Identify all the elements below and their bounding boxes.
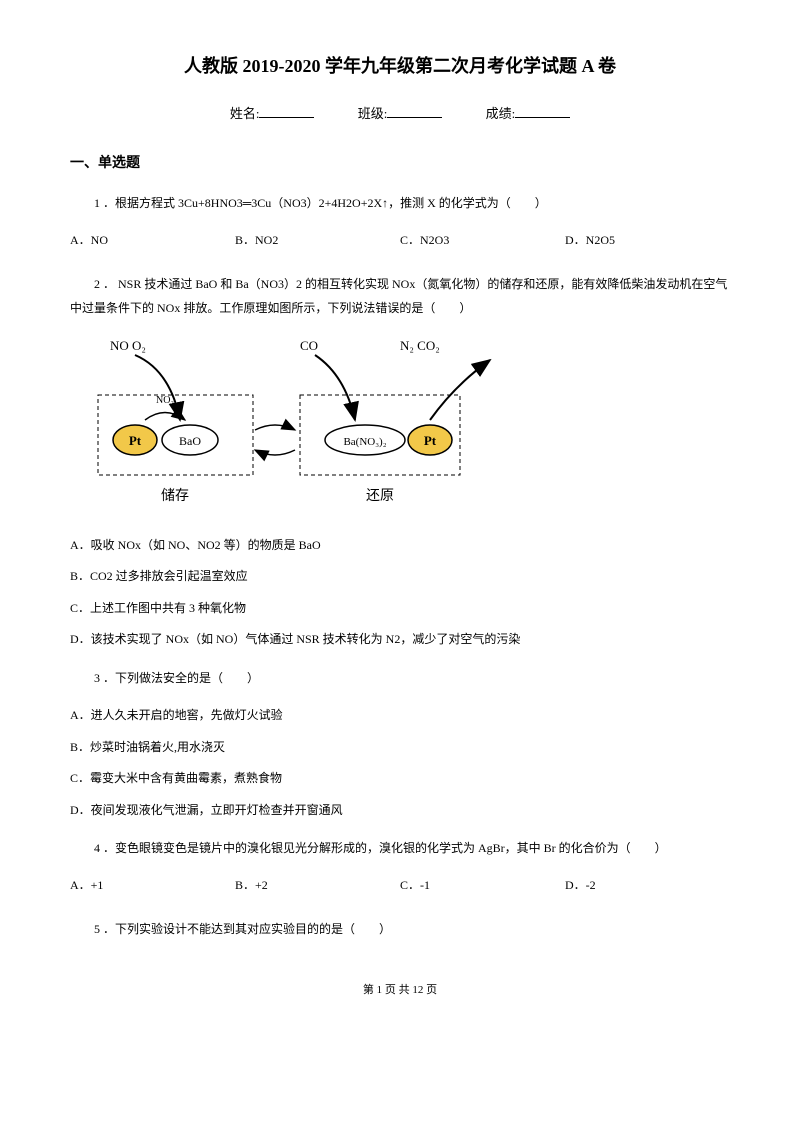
- label-bano3: Ba(NO₃)₂: [343, 436, 386, 448]
- label-bao: BaO: [179, 434, 201, 448]
- q2-opt-d: D．该技术实现了 NOx（如 NO）气体通过 NSR 技术转化为 N2，减少了对…: [70, 629, 730, 651]
- label-no-o2: NO O₂: [110, 338, 146, 353]
- name-blank: [259, 117, 314, 118]
- q4-opt-b: B．+2: [235, 875, 400, 897]
- q2-text: 2 ． NSR 技术通过 BaO 和 Ba（NO3）2 的相互转化实现 NOx（…: [70, 272, 730, 320]
- q4-options: A．+1 B．+2 C．-1 D．-2: [70, 875, 730, 897]
- section-title: 一、单选题: [70, 151, 730, 176]
- label-co: CO: [300, 338, 318, 353]
- q2-opt-a: A．吸收 NOx（如 NO、NO2 等）的物质是 BaO: [70, 535, 730, 557]
- score-label: 成绩:: [486, 106, 516, 121]
- label-pt-left: Pt: [129, 433, 142, 448]
- q1-opt-b: B．NO2: [235, 230, 400, 252]
- label-store: 储存: [161, 488, 189, 504]
- q5-text: 5 ．下列实验设计不能达到其对应实验目的的是（ ）: [70, 917, 730, 941]
- info-line: 姓名: 班级: 成绩:: [70, 102, 730, 125]
- label-pt-right: Pt: [424, 433, 437, 448]
- name-label: 姓名:: [230, 106, 260, 121]
- q4-opt-c: C．-1: [400, 875, 565, 897]
- q3-options: A．进人久未开启的地窖，先做灯火试验 B．炒菜时油锅着火,用水浇灭 C．霉变大米…: [70, 705, 730, 821]
- q3-opt-c: C．霉变大米中含有黄曲霉素，煮熟食物: [70, 768, 730, 790]
- q4-opt-d: D．-2: [565, 875, 730, 897]
- q4-opt-a: A．+1: [70, 875, 235, 897]
- q2-diagram: NO O₂ CO N₂ CO₂ Pt BaO NO₂: [90, 335, 510, 515]
- q3-opt-d: D．夜间发现液化气泄漏，立即开灯检查并开窗通风: [70, 800, 730, 822]
- score-blank: [515, 117, 570, 118]
- q3-text: 3 ．下列做法安全的是（ ）: [70, 666, 730, 690]
- arrow-cycle-bottom: [255, 450, 295, 455]
- q2-opt-c: C．上述工作图中共有 3 种氧化物: [70, 598, 730, 620]
- q2-opt-b: B．CO2 过多排放会引起温室效应: [70, 566, 730, 588]
- nsr-diagram-svg: NO O₂ CO N₂ CO₂ Pt BaO NO₂: [90, 335, 510, 515]
- q1-options: A．NO B．NO2 C．N2O3 D．N2O5: [70, 230, 730, 252]
- label-n2-co2: N₂ CO₂: [400, 338, 440, 353]
- label-reduce: 还原: [366, 488, 394, 504]
- q1-opt-c: C．N2O3: [400, 230, 565, 252]
- q1-text: 1 ．根据方程式 3Cu+8HNO3═3Cu（NO3）2+4H2O+2X↑，推测…: [70, 191, 730, 215]
- page-title: 人教版 2019-2020 学年九年级第二次月考化学试题 A 卷: [70, 50, 730, 82]
- label-no2: NO₂: [156, 395, 174, 406]
- class-label: 班级:: [358, 106, 388, 121]
- arrow-cycle-top: [255, 425, 295, 430]
- q1-opt-d: D．N2O5: [565, 230, 730, 252]
- q2-options: A．吸收 NOx（如 NO、NO2 等）的物质是 BaO B．CO2 过多排放会…: [70, 535, 730, 651]
- arrow-co-in: [315, 355, 355, 420]
- q1-opt-a: A．NO: [70, 230, 235, 252]
- q3-opt-a: A．进人久未开启的地窖，先做灯火试验: [70, 705, 730, 727]
- q3-opt-b: B．炒菜时油锅着火,用水浇灭: [70, 737, 730, 759]
- arrow-no-in: [135, 355, 180, 420]
- page-footer: 第 1 页 共 12 页: [70, 981, 730, 1001]
- class-blank: [387, 117, 442, 118]
- q4-text: 4 ．变色眼镜变色是镜片中的溴化银见光分解形成的，溴化银的化学式为 AgBr，其…: [70, 836, 730, 860]
